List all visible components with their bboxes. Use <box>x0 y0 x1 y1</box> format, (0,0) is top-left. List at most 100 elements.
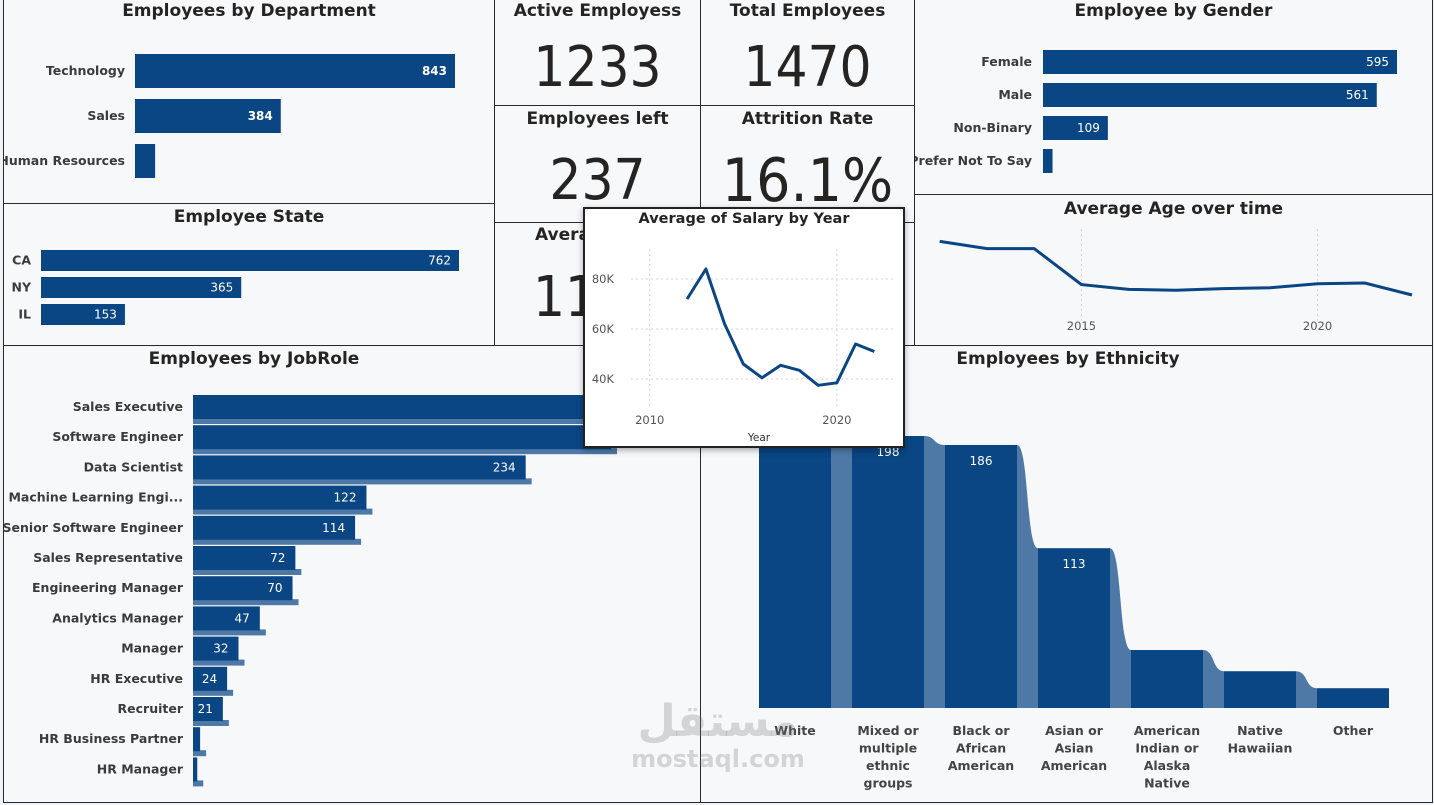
category-label: Human Resources <box>4 153 125 168</box>
salary-chart-panel[interactable]: Average of Salary by Year 80K 60K 40K 2010 2… <box>583 207 905 448</box>
bar-value-label: 365 <box>210 281 233 295</box>
total-employees-value: 1470 <box>743 35 872 100</box>
ethnicity-label: Asian or <box>1045 723 1104 738</box>
bar <box>1043 116 1108 140</box>
bar-value-label: 47 <box>235 611 250 625</box>
jobrole-label: Recruiter <box>118 701 184 716</box>
jobrole-chart[interactable]: Sales Executive Software Engineer Data Sci… <box>4 346 699 801</box>
department-chart[interactable]: Technology 843 Sales 384 Human Resources <box>4 0 493 202</box>
bar-value-label: 114 <box>322 521 345 535</box>
ethnicity-label: African <box>956 741 1006 756</box>
category-label: Non-Binary <box>953 120 1032 135</box>
y-tick-label: 60K <box>592 322 615 336</box>
bar <box>193 425 611 450</box>
y-tick-label: 80K <box>592 272 615 286</box>
category-label: Sales <box>87 108 125 123</box>
bar-ribbon <box>193 780 204 787</box>
bar-value-label: 561 <box>1346 88 1369 102</box>
average-card-title: Avera <box>535 225 591 245</box>
ethnicity-label: American <box>1134 723 1200 738</box>
ribbon <box>1203 650 1224 708</box>
ribbon <box>924 436 945 708</box>
jobrole-label: Manager <box>121 641 184 656</box>
ethnicity-label: Asian <box>1055 741 1094 756</box>
salary-line <box>685 267 875 387</box>
ethnicity-label: Alaska <box>1144 758 1191 773</box>
bar <box>1043 149 1053 173</box>
bar <box>1043 83 1377 107</box>
bar-ribbon <box>193 448 617 455</box>
bar-value-label: 72 <box>270 551 285 565</box>
total-employees-card[interactable]: Total Employees 1470 <box>700 0 915 106</box>
bar <box>41 304 125 325</box>
department-chart-panel[interactable]: Employees by Department Technology 843 Sal… <box>3 0 495 204</box>
jobrole-label: Software Engineer <box>52 429 184 444</box>
ethnicity-label: multiple <box>859 741 917 756</box>
x-tick-label: 2015 <box>1067 319 1096 333</box>
bar <box>852 436 924 708</box>
bar <box>193 666 228 691</box>
jobrole-label: Data Scientist <box>84 459 183 474</box>
bar <box>193 515 356 540</box>
ethnicity-chart[interactable]: White 198 Mixed or multiple ethnic groups 186 B… <box>701 346 1431 801</box>
bar <box>193 546 296 570</box>
gender-chart-panel[interactable]: Employee by Gender Female 595 Male 561 Non-B… <box>914 0 1433 195</box>
active-employees-card[interactable]: Active Employess 1233 <box>494 0 701 106</box>
bar-value-label: 384 <box>248 109 273 123</box>
ethnicity-label: Native <box>1144 776 1190 791</box>
jobrole-label: Sales Executive <box>73 399 183 414</box>
attrition-rate-card[interactable]: Attrition Rate 16.1% <box>700 105 915 223</box>
jobrole-label: Senior Software Engineer <box>4 520 184 535</box>
watermark: مستقل mostaql.com <box>628 700 808 774</box>
bar <box>1038 548 1110 708</box>
x-tick-label: 2020 <box>822 413 851 427</box>
bar-ribbon <box>193 599 299 606</box>
ribbon <box>1296 671 1317 708</box>
bar <box>193 485 367 510</box>
bar-ribbon <box>193 508 373 515</box>
bar <box>1131 650 1203 708</box>
bar <box>193 395 657 419</box>
bar-value-label: 198 <box>877 445 900 459</box>
active-employees-title: Active Employess <box>513 1 682 21</box>
jobrole-label: Machine Learning Engi... <box>8 490 183 505</box>
ethnicity-chart-title: Employees by Ethnicity <box>956 349 1180 369</box>
salary-chart-title: Average of Salary by Year <box>638 211 850 227</box>
state-chart-title: Employee State <box>173 207 325 227</box>
bar-value-label: 32 <box>213 642 228 656</box>
bar <box>759 436 831 708</box>
watermark-logo: مستقل <box>637 696 799 747</box>
bar-value-label: 843 <box>422 64 447 78</box>
bar <box>41 277 242 298</box>
employees-left-card[interactable]: Employees left 237 <box>494 105 701 223</box>
age-chart-panel[interactable]: Average Age over time 2015 2020 <box>914 194 1433 347</box>
bar-ribbon <box>193 629 266 636</box>
ethnicity-label: Hawaiian <box>1228 741 1293 756</box>
bar <box>193 455 526 480</box>
bar <box>193 606 260 631</box>
bar-value-label: 153 <box>94 308 117 322</box>
state-chart-panel[interactable]: Employee State CA 762 NY 365 IL 153 <box>3 203 495 347</box>
bar-value-label: 21 <box>198 702 213 716</box>
age-chart-title: Average Age over time <box>1063 199 1284 219</box>
watermark-url: mostaql.com <box>631 745 805 773</box>
jobrole-label: Analytics Manager <box>52 610 184 625</box>
bar-value-label: 113 <box>1063 557 1086 571</box>
jobrole-label: Sales Representative <box>33 550 183 565</box>
state-chart[interactable]: CA 762 NY 365 IL 153 <box>4 204 493 345</box>
x-tick-label: 2020 <box>1303 319 1332 333</box>
category-label: Female <box>981 54 1032 69</box>
ethnicity-label: Indian or <box>1135 741 1199 756</box>
gender-chart[interactable]: Female 595 Male 561 Non-Binary 109 Prefer Not … <box>915 0 1431 193</box>
age-chart[interactable]: 2015 2020 <box>915 195 1431 345</box>
bar <box>135 54 455 88</box>
jobrole-label: HR Manager <box>97 761 184 776</box>
salary-chart[interactable]: 80K 60K 40K 2010 2020 Year <box>585 209 903 446</box>
bar-value-label: 186 <box>970 454 993 468</box>
gender-chart-title: Employee by Gender <box>1074 1 1273 21</box>
bar-value-label: 762 <box>428 254 451 268</box>
bar <box>193 636 239 661</box>
ethnicity-label: Mixed or <box>857 723 919 738</box>
bar <box>193 576 293 601</box>
jobrole-label: HR Executive <box>90 671 183 686</box>
